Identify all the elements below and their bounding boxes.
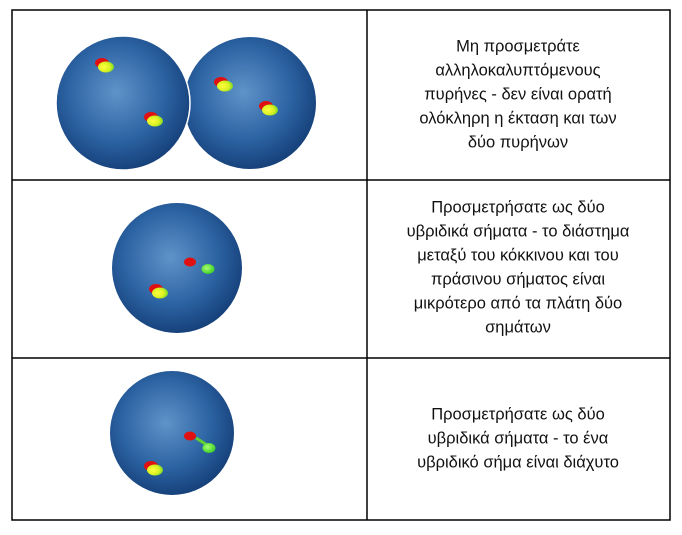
description-line: Προσμετρήσατε ως δύο [431,405,605,423]
description-line: Προσμετρήσατε ως δύο [431,198,605,216]
description-line: υβριδικά σήματα - το ένα [428,429,609,447]
description-line: πράσινου σήματος είναι [431,270,605,288]
description-line: υβριδικά σήματα - το διάστημα [407,222,630,240]
descriptions: Μη προσμετράτε αλληλοκαλυπτόμενους πυρήνες… [407,37,630,471]
description-line: αλληλοκαλυπτόμενους [435,61,600,79]
description-line: μεταξύ του κόκκινου και του [417,246,619,264]
description-line: Μη προσμετράτε [456,37,580,55]
description-line: υβριδικό σήμα είναι διάχυτο [417,453,619,471]
description-line: ολόκληρη η έκταση και των [419,109,616,127]
description-line: πυρήνες - δεν είναι ορατή [424,85,611,103]
description-line: μικρότερο από τα πλάτη δύο [414,294,622,312]
description-line: σημάτων [485,318,551,336]
overlapping-nuclei [55,35,316,171]
nucleus-diffuse-signal [110,371,234,495]
table-grid [11,9,671,521]
nucleus-two-signals [112,203,242,333]
description-line: δύο πυρήνων [468,133,568,151]
